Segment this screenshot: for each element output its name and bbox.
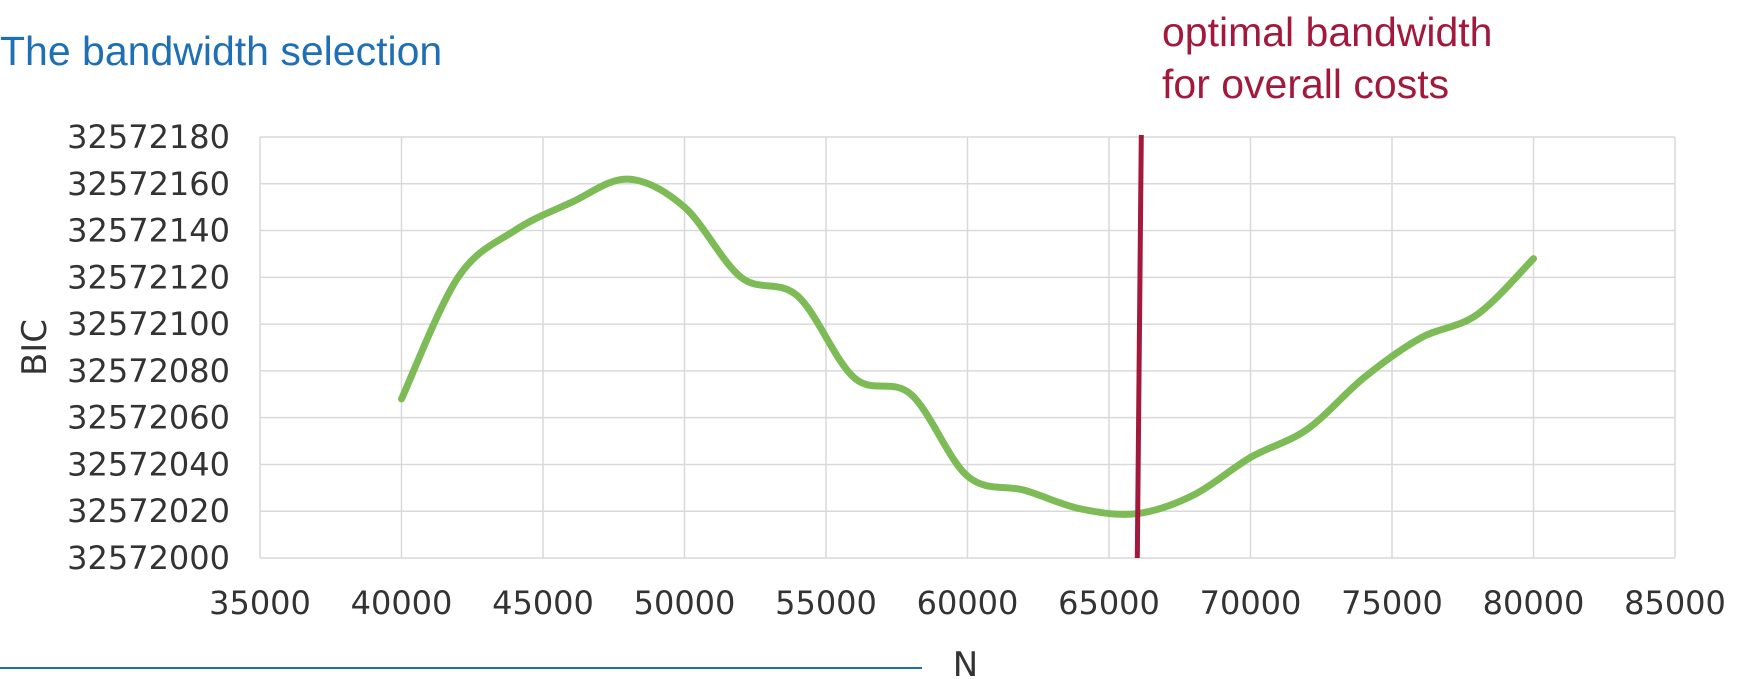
x-tick-label: 40000 [351, 584, 453, 622]
x-tick-label: 65000 [1058, 584, 1160, 622]
slide-title: The bandwidth selection [0, 28, 443, 74]
x-tick-label: 60000 [917, 584, 1019, 622]
y-axis-label: BIC [15, 319, 55, 376]
y-tick-label: 32572160 [67, 165, 230, 203]
footer-rule [0, 667, 922, 669]
annotation-line-1: optimal bandwidth [1162, 9, 1493, 55]
bic-series-line [398, 175, 1537, 518]
y-tick-label: 32572020 [67, 492, 230, 530]
y-tick-label: 32572100 [67, 305, 230, 343]
x-tick-label: 75000 [1341, 584, 1443, 622]
series-layer [398, 175, 1537, 518]
marker-layer [1134, 134, 1144, 559]
annotation-line-2: for overall costs [1162, 61, 1450, 107]
y-tick-label: 32572000 [67, 539, 230, 577]
x-tick-label: 55000 [775, 584, 877, 622]
x-tick-label: 45000 [492, 584, 594, 622]
y-tick-label: 32572180 [67, 118, 230, 156]
x-axis-label: N [953, 645, 978, 679]
x-tick-label: 50000 [634, 584, 736, 622]
x-tick-label: 70000 [1200, 584, 1302, 622]
x-tick-label: 80000 [1483, 584, 1585, 622]
y-tick-label: 32572140 [67, 212, 230, 250]
x-tick-label: 85000 [1624, 584, 1726, 622]
x-tick-label: 35000 [209, 584, 311, 622]
y-tick-label: 32572060 [67, 399, 230, 437]
y-tick-label: 32572080 [67, 352, 230, 390]
y-tick-label: 32572120 [67, 258, 230, 296]
optimal-bandwidth-marker-line [1134, 134, 1144, 559]
y-axis-ticks: 32572000 32572020 32572040 32572060 32572080… [67, 118, 230, 577]
optimal-bandwidth-annotation: optimal bandwidth for overall costs [1162, 6, 1492, 110]
y-tick-label: 32572040 [67, 445, 230, 483]
chart-grid [259, 136, 1676, 559]
x-axis-ticks: 35000 40000 45000 50000 55000 60000 65000 70000… [209, 584, 1726, 622]
